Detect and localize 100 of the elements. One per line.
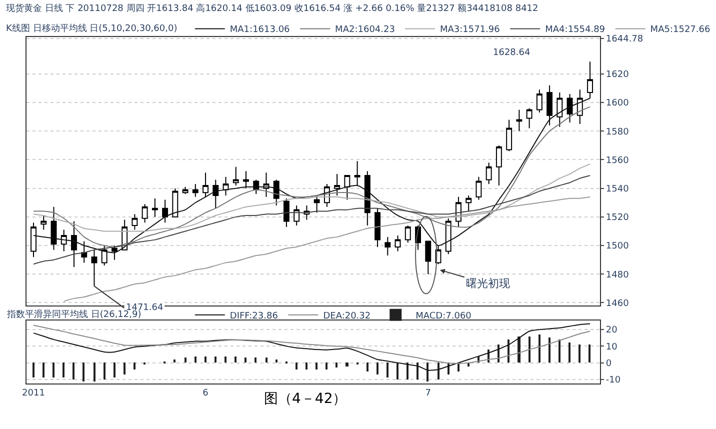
- x-tick-label: 2011: [22, 388, 45, 398]
- bar: [366, 362, 368, 372]
- legend-label: MA2:1604.23: [335, 25, 395, 36]
- bar: [386, 362, 388, 378]
- legend-label: MACD:7.060: [416, 311, 472, 322]
- y-tick-label: 1644.78: [606, 34, 644, 45]
- y-tick-label: 1460: [606, 298, 630, 309]
- bar: [538, 334, 540, 362]
- x-tick-label: 6: [202, 388, 209, 398]
- candlestick: [516, 109, 522, 132]
- chart-title: 现货黄金 日线 下 20110728 周四 开1613.84 高1620.14 低1603.09 收1616.54 涨 +2.66 0.16% 量21327 额34418108 8412: [6, 3, 538, 14]
- legend-label: DEA:20.32: [323, 311, 371, 322]
- bar: [517, 336, 520, 362]
- bar: [335, 362, 338, 368]
- candlestick: [30, 222, 36, 258]
- candlestick: [81, 240, 88, 264]
- y-tick-label: 1520: [606, 213, 630, 224]
- bar: [52, 362, 54, 378]
- candlestick: [283, 198, 290, 228]
- bar: [113, 362, 116, 378]
- bar: [234, 356, 236, 362]
- bar: [265, 357, 268, 362]
- candlestick: [486, 162, 492, 185]
- line-series: [33, 324, 591, 364]
- candlestick: [344, 174, 350, 200]
- candlestick: [526, 108, 532, 129]
- bar: [194, 356, 196, 362]
- bar: [62, 362, 64, 378]
- candlestick: [364, 170, 370, 226]
- x-tick-label: 7: [425, 388, 431, 398]
- candlestick: [425, 240, 432, 275]
- bar: [416, 362, 418, 380]
- bar: [32, 362, 34, 378]
- bar: [528, 336, 530, 362]
- candlestick: [445, 218, 452, 255]
- candlestick: [314, 194, 320, 214]
- y-tick-label: 1560: [606, 156, 630, 166]
- line-series: [33, 323, 591, 371]
- candlestick: [60, 229, 67, 252]
- candlestick: [404, 225, 411, 244]
- bar: [93, 362, 96, 382]
- candlestick: [172, 188, 178, 218]
- y-tick-label: 1500: [606, 242, 630, 252]
- bar: [224, 356, 226, 362]
- candlestick: [243, 170, 249, 189]
- y-tick-label: 10: [606, 342, 618, 352]
- candlestick: [40, 215, 47, 230]
- candlestick: [394, 235, 401, 252]
- candlestick: [232, 166, 239, 186]
- bar: [275, 359, 278, 362]
- annotation: 1628.64: [493, 48, 530, 58]
- candlestick: [476, 176, 482, 200]
- candlestick: [466, 194, 472, 212]
- bar: [376, 362, 378, 374]
- bar: [72, 362, 74, 380]
- y-tick-label: 20: [606, 326, 618, 336]
- candlestick: [50, 206, 57, 250]
- bar: [548, 337, 550, 362]
- bar: [406, 362, 408, 380]
- bar: [558, 339, 560, 362]
- bar: [315, 362, 318, 370]
- candlestick: [374, 208, 381, 248]
- candlestick: [182, 186, 188, 195]
- bar: [82, 362, 84, 382]
- legend-label: MA5:1527.66: [650, 25, 710, 36]
- bar: [103, 362, 106, 380]
- candlestick: [354, 160, 360, 186]
- y-tick-label: 1620: [606, 70, 630, 80]
- candlestick: [536, 89, 542, 114]
- y-tick-label: 1480: [606, 270, 630, 280]
- candlestick: [556, 92, 563, 128]
- y-tick-label: 0: [606, 358, 612, 369]
- bar: [133, 362, 136, 370]
- bar: [588, 344, 590, 362]
- candlestick: [132, 214, 138, 230]
- bar: [42, 362, 44, 378]
- candlestick: [294, 204, 300, 226]
- bar: [325, 362, 328, 370]
- candlestick: [101, 245, 108, 266]
- y-tick-label: 1580: [606, 127, 630, 138]
- bar: [254, 357, 256, 362]
- chart-subtitle: K线图 日移动平均线 日(5,10,20,30,60,0): [6, 23, 178, 34]
- bar: [295, 362, 298, 370]
- bar: [214, 356, 216, 362]
- legend-label: MA1:1613.06: [230, 25, 290, 36]
- bar: [123, 362, 126, 374]
- bar: [244, 357, 246, 362]
- bar: [173, 359, 176, 362]
- candlestick: [71, 220, 77, 268]
- bar: [578, 344, 580, 362]
- bar: [184, 357, 186, 362]
- candlestick: [506, 119, 512, 152]
- bar: [345, 362, 348, 366]
- line-series: [63, 196, 591, 302]
- legend-label: DIFF:23.86: [230, 311, 278, 322]
- candlestick: [334, 174, 340, 196]
- candlestick: [222, 176, 229, 196]
- bar: [568, 342, 570, 362]
- candlestick: [546, 84, 553, 126]
- y-tick-label: 1600: [606, 98, 630, 109]
